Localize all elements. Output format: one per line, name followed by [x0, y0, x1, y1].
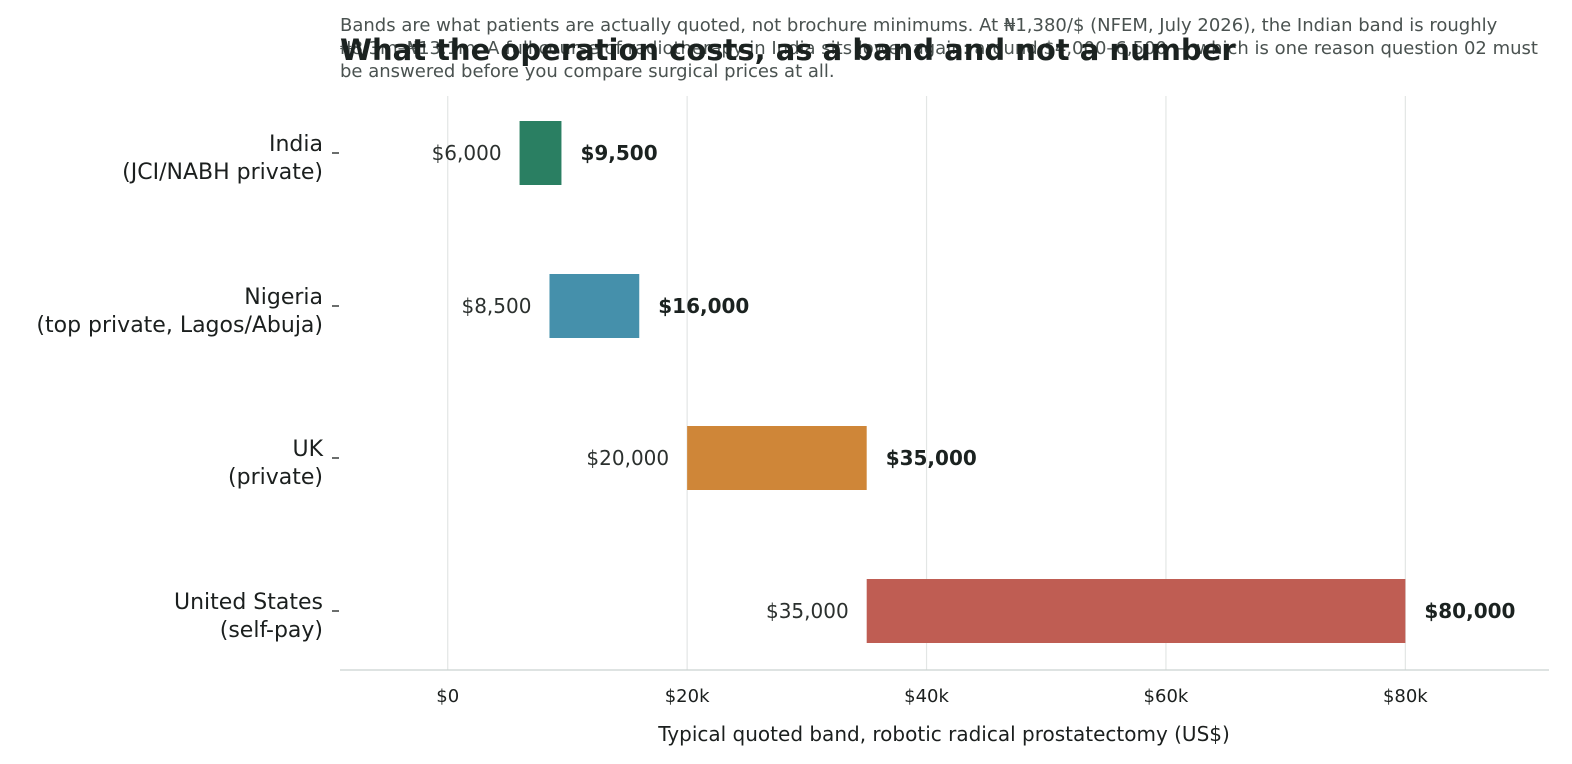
- grid-lines: [447, 96, 1406, 670]
- band-low-label: $6,000: [432, 141, 502, 165]
- x-tick-label: $60k: [1144, 686, 1189, 707]
- category-label-line1: United States: [174, 590, 323, 615]
- band-low-label: $35,000: [766, 599, 849, 623]
- band-bar: [687, 426, 867, 490]
- band-bar: [549, 274, 640, 338]
- category-label-line2: (top private, Lagos/Abuja): [36, 313, 323, 338]
- category-label-line1: UK: [292, 437, 323, 462]
- category-labels: India (JCI/NABH private) Nigeria (top priva…: [36, 132, 339, 643]
- category-label-line1: Nigeria: [244, 285, 323, 310]
- band-high-label: $35,000: [886, 446, 977, 470]
- band-high-label: $16,000: [658, 294, 749, 318]
- band-low-label: $20,000: [586, 446, 669, 470]
- x-tick-label: $0: [436, 686, 459, 707]
- band-high-label: $9,500: [580, 141, 657, 165]
- category-label-line2: (self-pay): [220, 618, 323, 643]
- band-low-label: $8,500: [461, 294, 531, 318]
- band-bar: [519, 121, 562, 185]
- band-bar: [866, 579, 1406, 643]
- category-label-line2: (private): [228, 465, 323, 490]
- band-high-label: $80,000: [1424, 599, 1515, 623]
- value-labels: $6,000 $9,500 $8,500 $16,000 $20,000 $35,000 $…: [432, 141, 1516, 623]
- x-tick-labels: $0 $20k $40k $60k $80k: [436, 686, 1428, 707]
- chart-title: What the operation costs, as a band and …: [340, 33, 1236, 67]
- x-tick-label: $80k: [1383, 686, 1428, 707]
- x-tick-label: $20k: [665, 686, 710, 707]
- chart-subtitle: Bands are what patients are actually quo…: [340, 15, 1538, 82]
- x-axis-label: Typical quoted band, robotic radical pro…: [657, 722, 1230, 746]
- category-label-line2: (JCI/NABH private): [122, 160, 323, 185]
- category-label-line1: India: [269, 132, 323, 157]
- x-tick-label: $40k: [904, 686, 949, 707]
- band-bars: [519, 121, 1406, 643]
